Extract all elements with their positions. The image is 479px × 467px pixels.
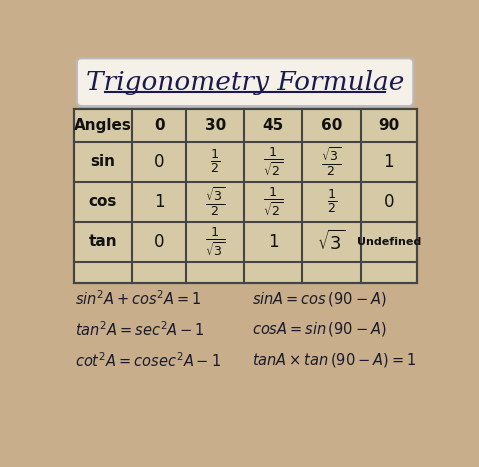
Text: Undefined: Undefined <box>357 237 421 247</box>
Text: 1: 1 <box>268 233 279 251</box>
Text: $\frac{\sqrt{3}}{2}$: $\frac{\sqrt{3}}{2}$ <box>205 185 226 218</box>
Text: cos: cos <box>89 194 117 209</box>
Text: 1: 1 <box>384 153 394 170</box>
Text: 1: 1 <box>154 192 164 211</box>
Text: tan: tan <box>89 234 117 249</box>
Text: 45: 45 <box>263 118 284 133</box>
Text: $\frac{\sqrt{3}}{2}$: $\frac{\sqrt{3}}{2}$ <box>321 145 342 178</box>
Text: $cosA = sin\,(90 - A)$: $cosA = sin\,(90 - A)$ <box>252 320 387 339</box>
Text: Trigonometry Formulae: Trigonometry Formulae <box>86 70 404 95</box>
Text: $\sqrt{3}$: $\sqrt{3}$ <box>317 229 346 254</box>
Text: $cot^2A = cosec^2A - 1$: $cot^2A = cosec^2A - 1$ <box>75 351 221 369</box>
FancyBboxPatch shape <box>77 58 413 106</box>
Text: $\frac{1}{2}$: $\frac{1}{2}$ <box>327 188 337 215</box>
Text: 90: 90 <box>378 118 399 133</box>
Bar <box>74 109 417 283</box>
Text: $\frac{1}{2}$: $\frac{1}{2}$ <box>210 148 220 176</box>
Text: 30: 30 <box>205 118 226 133</box>
Text: $\frac{1}{\sqrt{2}}$: $\frac{1}{\sqrt{2}}$ <box>263 145 284 178</box>
Text: 0: 0 <box>154 233 164 251</box>
Text: Angles: Angles <box>74 118 132 133</box>
Text: $\frac{1}{\sqrt{3}}$: $\frac{1}{\sqrt{3}}$ <box>205 225 226 258</box>
Text: $sinA = cos\,(90 - A)$: $sinA = cos\,(90 - A)$ <box>252 290 387 308</box>
Text: 0: 0 <box>154 118 164 133</box>
Text: 0: 0 <box>154 153 164 170</box>
Text: sin: sin <box>91 154 115 169</box>
Text: $sin^2A + cos^2A = 1$: $sin^2A + cos^2A = 1$ <box>75 289 202 308</box>
Text: 0: 0 <box>384 192 394 211</box>
Text: $tan^2A = sec^2A - 1$: $tan^2A = sec^2A - 1$ <box>75 320 205 339</box>
Text: 60: 60 <box>321 118 342 133</box>
Text: $tanA \times tan\,(90 - A) = 1$: $tanA \times tan\,(90 - A) = 1$ <box>252 351 416 369</box>
Text: $\frac{1}{\sqrt{2}}$: $\frac{1}{\sqrt{2}}$ <box>263 185 284 218</box>
